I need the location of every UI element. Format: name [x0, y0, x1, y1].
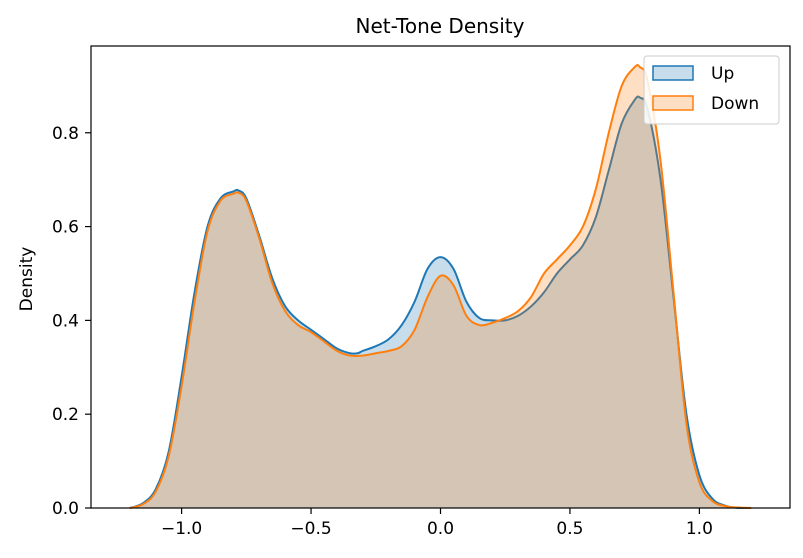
legend-box — [643, 55, 780, 125]
plot-area — [129, 64, 752, 509]
chart-title: Net-Tone Density — [356, 14, 525, 38]
axes: −1.0 −0.5 0.0 0.5 1.0 0.0 0.2 0.4 0.6 0.8 — [52, 45, 791, 539]
y-tick-label: 0.4 — [52, 311, 79, 331]
x-tick-label: −0.5 — [290, 519, 331, 539]
legend-label-down: Down — [711, 94, 759, 114]
legend-swatch-down — [652, 95, 694, 111]
x-tick-label: 0.0 — [427, 519, 454, 539]
legend-swatch-up — [652, 65, 694, 81]
x-tick-label: 0.5 — [556, 519, 583, 539]
y-tick-label: 0.6 — [52, 218, 79, 238]
legend-label-up: Up — [711, 64, 734, 84]
y-tick-label: 0.2 — [52, 405, 79, 425]
legend: Up Down — [643, 55, 780, 125]
series-area-down — [129, 65, 752, 509]
x-tick-label: −1.0 — [161, 519, 202, 539]
x-tick-label: 1.0 — [686, 519, 713, 539]
y-axis-label: Density — [17, 247, 37, 312]
y-tick-label: 0.0 — [52, 499, 79, 519]
y-tick-label: 0.8 — [52, 124, 79, 144]
series-area-up — [129, 96, 752, 508]
